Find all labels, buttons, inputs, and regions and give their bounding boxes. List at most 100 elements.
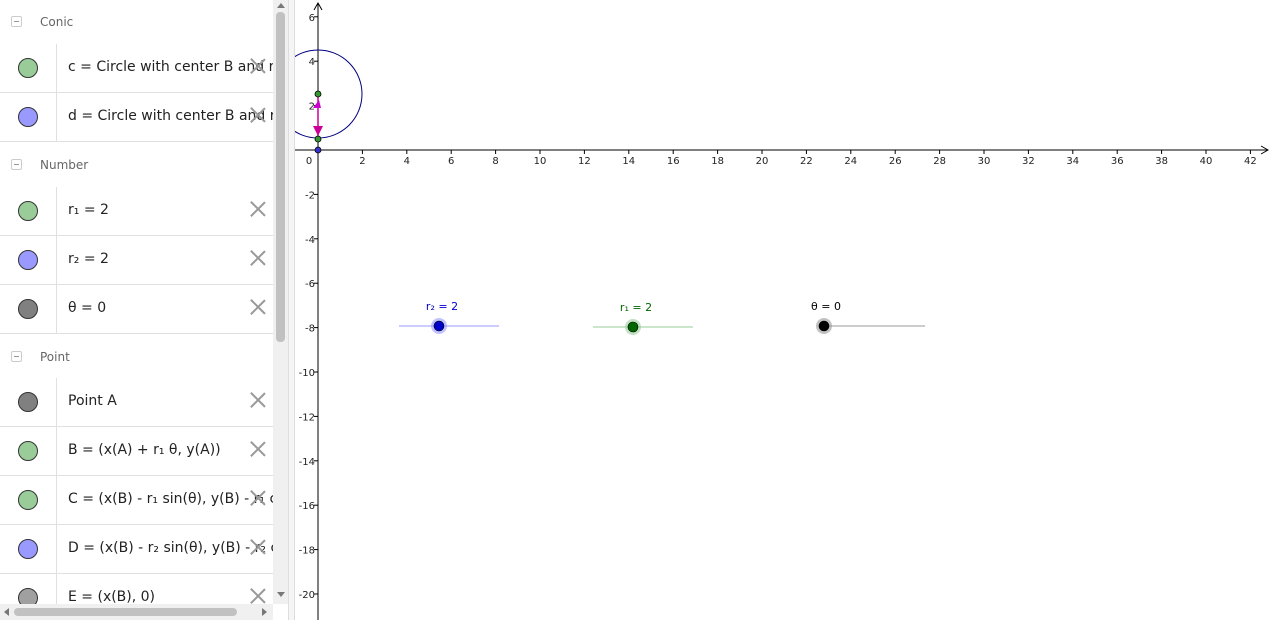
x-tick-label: 4 [404,156,410,167]
visibility-toggle-icon[interactable] [18,588,38,604]
x-tick-label: 2 [359,156,365,167]
x-tick-label: 22 [800,156,813,167]
point-B[interactable] [314,90,322,98]
y-tick-label: -20 [299,590,315,601]
collapse-toggle-icon[interactable] [11,16,22,27]
y-tick-label: -8 [305,324,315,335]
delete-icon[interactable] [248,297,268,317]
delete-icon[interactable] [248,488,268,508]
algebra-row-D[interactable]: D = (x(B) - r₂ sin(θ), y(B) - r₂ cos(θ)) [0,525,273,574]
delete-icon[interactable] [248,248,268,268]
slider-knob[interactable] [627,321,639,333]
slider-r1[interactable]: r₁ = 2 [593,301,693,335]
graphics-view[interactable]: 0 2 4 6 8 10 12 14 16 18 20 22 24 26 28 30 32 34 36 38 40 42 … [295,0,1273,620]
visibility-cell [0,44,57,92]
circle-c[interactable] [295,49,363,139]
algebra-expression[interactable]: Point A [68,393,117,409]
visibility-cell [0,574,57,604]
visibility-cell [0,187,57,235]
x-tick-label: 36 [1111,156,1124,167]
algebra-row-r1[interactable]: r₁ = 2 [0,187,273,236]
slider-theta[interactable]: θ = 0 [811,300,925,334]
visibility-toggle-icon[interactable] [18,392,38,412]
point-A[interactable] [314,146,322,154]
y-tick-label: -2 [305,190,315,201]
x-tick-label: 18 [711,156,724,167]
visibility-toggle-icon[interactable] [18,539,38,559]
delete-icon[interactable] [248,105,268,125]
x-axis-arrow-icon [1260,145,1270,155]
algebra-row-C[interactable]: C = (x(B) - r₁ sin(θ), y(B) - r₁ cos(θ)) [0,476,273,525]
algebra-expression[interactable]: d = Circle with center B and radius r₂ [68,108,273,124]
view-divider[interactable] [288,0,295,620]
visibility-toggle-icon[interactable] [18,107,38,127]
visibility-toggle-icon[interactable] [18,250,38,270]
visibility-toggle-icon[interactable] [18,201,38,221]
x-tick-label: 26 [889,156,902,167]
group-header-point[interactable]: Point [0,335,273,380]
algebra-row-c[interactable]: c = Circle with center B and radius r₁ [0,44,273,93]
delete-icon[interactable] [248,439,268,459]
x-tick-label: 8 [492,156,498,167]
scrollbar-thumb[interactable] [14,608,237,616]
y-tick-label: 4 [309,57,315,68]
algebra-row-E[interactable]: E = (x(B), 0) [0,574,273,604]
algebra-expression[interactable]: c = Circle with center B and radius r₁ [68,59,273,75]
visibility-toggle-icon[interactable] [18,299,38,319]
collapse-toggle-icon[interactable] [11,351,22,362]
slider-knob[interactable] [818,320,830,332]
x-tick-label: 40 [1200,156,1213,167]
y-tick-label: -18 [299,546,315,557]
algebra-view: Conic c = Circle with center B and radiu… [0,0,273,604]
visibility-toggle-icon[interactable] [18,490,38,510]
scroll-down-icon[interactable] [277,592,285,597]
algebra-expression[interactable]: E = (x(B), 0) [68,589,156,604]
algebra-expression[interactable]: θ = 0 [68,300,107,316]
sliders: r₂ = 2 r₁ = 2 θ = 0 [399,300,925,335]
collapse-toggle-icon[interactable] [11,159,22,170]
vertical-scrollbar[interactable] [273,0,288,604]
delete-icon[interactable] [248,390,268,410]
x-tick-label: 32 [1022,156,1035,167]
delete-icon[interactable] [248,537,268,557]
y-axis-arrow-icon [313,1,323,11]
delete-icon[interactable] [248,56,268,76]
group-title: Number [40,158,89,172]
algebra-expression[interactable]: D = (x(B) - r₂ sin(θ), y(B) - r₂ cos(θ)) [68,540,273,556]
y-tick-label: -12 [299,412,315,423]
visibility-toggle-icon[interactable] [18,58,38,78]
slider-r2[interactable]: r₂ = 2 [399,300,499,334]
delete-icon[interactable] [248,586,268,604]
algebra-row-theta[interactable]: θ = 0 [0,285,273,334]
slider-label: r₂ = 2 [426,300,458,313]
y-tick-label: 6 [309,13,315,24]
x-tick-label: 28 [933,156,946,167]
y-tick-label: -16 [299,501,315,512]
algebra-expression[interactable]: r₂ = 2 [68,251,109,267]
algebra-expression[interactable]: C = (x(B) - r₁ sin(θ), y(B) - r₁ cos(θ)) [68,491,273,507]
vector-arrow-icon [313,126,323,136]
group-header-number[interactable]: Number [0,143,273,188]
visibility-cell [0,427,57,475]
y-tick-label: -4 [305,235,315,246]
scrollbar-thumb[interactable] [276,12,285,342]
algebra-row-r2[interactable]: r₂ = 2 [0,236,273,285]
algebra-expression[interactable]: B = (x(A) + r₁ θ, y(A)) [68,442,221,458]
horizontal-scrollbar[interactable] [0,604,273,620]
algebra-row-B[interactable]: B = (x(A) + r₁ θ, y(A)) [0,427,273,476]
visibility-cell [0,93,57,141]
group-header-conic[interactable]: Conic [0,0,273,45]
construction [295,49,363,154]
slider-label: θ = 0 [811,300,841,313]
algebra-row-A[interactable]: Point A [0,378,273,427]
scroll-left-icon[interactable] [4,608,9,616]
algebra-expression[interactable]: r₁ = 2 [68,202,109,218]
point-C[interactable] [314,135,322,143]
algebra-row-d[interactable]: d = Circle with center B and radius r₂ [0,93,273,142]
x-tick-label: 14 [622,156,635,167]
visibility-toggle-icon[interactable] [18,441,38,461]
scroll-right-icon[interactable] [262,608,267,616]
slider-knob[interactable] [433,320,445,332]
delete-icon[interactable] [248,199,268,219]
scroll-up-icon[interactable] [277,3,285,8]
